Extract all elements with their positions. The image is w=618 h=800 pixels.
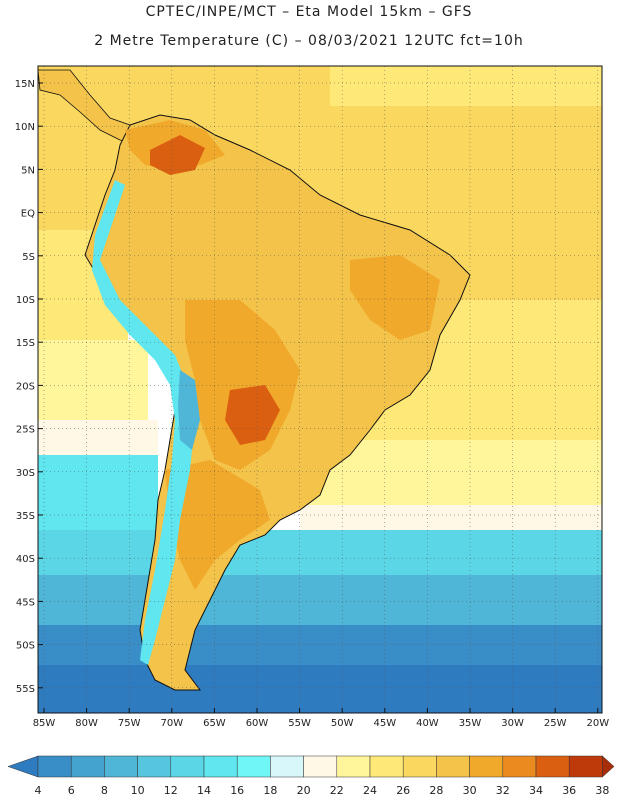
colorbar-swatch [469, 755, 504, 778]
colorbar-swatch [203, 755, 238, 778]
lat-label: 30S [16, 468, 35, 479]
lat-label: 10S [16, 295, 35, 306]
colorbar-swatch [303, 755, 338, 778]
andes-colder-core [178, 370, 200, 450]
colorbar-swatch [336, 755, 371, 778]
colorbar-tick-labels: 4 6 8 10 12 14 16 18 20 22 24 26 28 30 32 34 36 38 [35, 784, 610, 797]
andes-cold-strip [92, 180, 195, 665]
colorbar-tick-label: 16 [230, 784, 244, 797]
lon-label: 20W [586, 718, 609, 729]
lat-label: 15N [15, 79, 35, 90]
colorbar-tick-label: 4 [35, 784, 42, 797]
colorbar-tick-label: 26 [396, 784, 410, 797]
colorbar-swatch [37, 755, 72, 778]
colorbar-swatch [369, 755, 404, 778]
latitude-labels: 15N 10N 5N EQ 5S 10S 15S 20S 25S 30S 35S 40S 45S 50S 5… [15, 79, 43, 695]
lon-label: 60W [246, 718, 269, 729]
ocean-cold-band2 [38, 530, 602, 580]
colorbar-tick-label: 10 [131, 784, 145, 797]
colorbar-tick-label: 28 [429, 784, 443, 797]
map-title: CPTEC/INPE/MCT – Eta Model 15km – GFS [145, 4, 473, 20]
colorbar-tick-label: 6 [68, 784, 75, 797]
lat-label: 20S [16, 381, 35, 392]
lat-label: 5S [22, 252, 35, 263]
colorbar-tick-label: 14 [197, 784, 211, 797]
ocean-north-pale [330, 66, 602, 106]
colorbar-swatch [402, 755, 437, 778]
colorbar-tick-label: 22 [330, 784, 344, 797]
ocean-pale-band [38, 420, 158, 460]
ocean-cold-band4 [38, 625, 602, 670]
colorbar-tick-label: 30 [463, 784, 477, 797]
colorbar-tick-label: 20 [297, 784, 311, 797]
colorbar-swatch [70, 755, 105, 778]
colorbar [7, 755, 615, 778]
lon-label: 65W [203, 718, 226, 729]
colorbar-swatch [568, 755, 603, 778]
longitude-labels: 85W 80W 75W 70W 65W 60W 55W 50W 45W 40W 35W 30W 25W 2… [33, 708, 609, 729]
colorbar-tick-label: 12 [164, 784, 178, 797]
colorbar-tick-label: 24 [363, 784, 377, 797]
lon-label: 70W [160, 718, 183, 729]
colorbar-tick-label: 36 [562, 784, 576, 797]
map-subtitle: 2 Metre Temperature (C) – 08/03/2021 12U… [94, 33, 524, 49]
lat-label: 25S [16, 425, 35, 436]
colorbar-tick-label: 38 [595, 784, 609, 797]
colorbar-swatch [436, 755, 470, 778]
lat-label: 15S [16, 338, 35, 349]
colorbar-arrow-right [602, 755, 615, 778]
lon-label: 75W [118, 718, 141, 729]
colorbar-tick-label: 32 [496, 784, 510, 797]
lat-label: 50S [16, 641, 35, 652]
lon-label: 55W [288, 718, 311, 729]
colorbar-swatch [535, 755, 570, 778]
colorbar-swatch [502, 755, 537, 778]
lat-label: EQ [21, 209, 35, 220]
hot-region-ne [350, 255, 440, 340]
lat-label: 40S [16, 554, 35, 565]
colorbar-arrow-left [7, 755, 39, 778]
colorbar-swatch [170, 755, 205, 778]
colorbar-tick-label: 34 [529, 784, 543, 797]
veryhot-region-chaco [225, 385, 280, 445]
ocean-cold-band1 [38, 455, 158, 530]
lon-label: 25W [544, 718, 567, 729]
lat-label: 45S [16, 597, 35, 608]
warm-region-patagonia [165, 460, 270, 590]
colorbar-tick-label: 8 [101, 784, 108, 797]
lon-label: 40W [416, 718, 439, 729]
ocean-cold-band5 [38, 665, 602, 713]
lon-label: 30W [501, 718, 524, 729]
colorbar-swatch [104, 755, 138, 778]
lat-label: 35S [16, 511, 35, 522]
lat-label: 55S [16, 684, 35, 695]
colorbar-swatch [137, 755, 172, 778]
colorbar-swatch [270, 755, 304, 778]
veryhot-region-venezuela [150, 135, 205, 175]
colorbar-tick-label: 18 [263, 784, 277, 797]
lon-label: 85W [33, 718, 56, 729]
lon-label: 35W [459, 718, 482, 729]
ocean-cold-band3 [38, 575, 602, 630]
lat-label: 10N [15, 122, 35, 133]
lat-label: 5N [21, 165, 35, 176]
lon-label: 50W [331, 718, 354, 729]
colorbar-swatch [236, 755, 271, 778]
map-frame [37, 65, 603, 714]
lon-label: 45W [373, 718, 396, 729]
lon-label: 80W [75, 718, 98, 729]
